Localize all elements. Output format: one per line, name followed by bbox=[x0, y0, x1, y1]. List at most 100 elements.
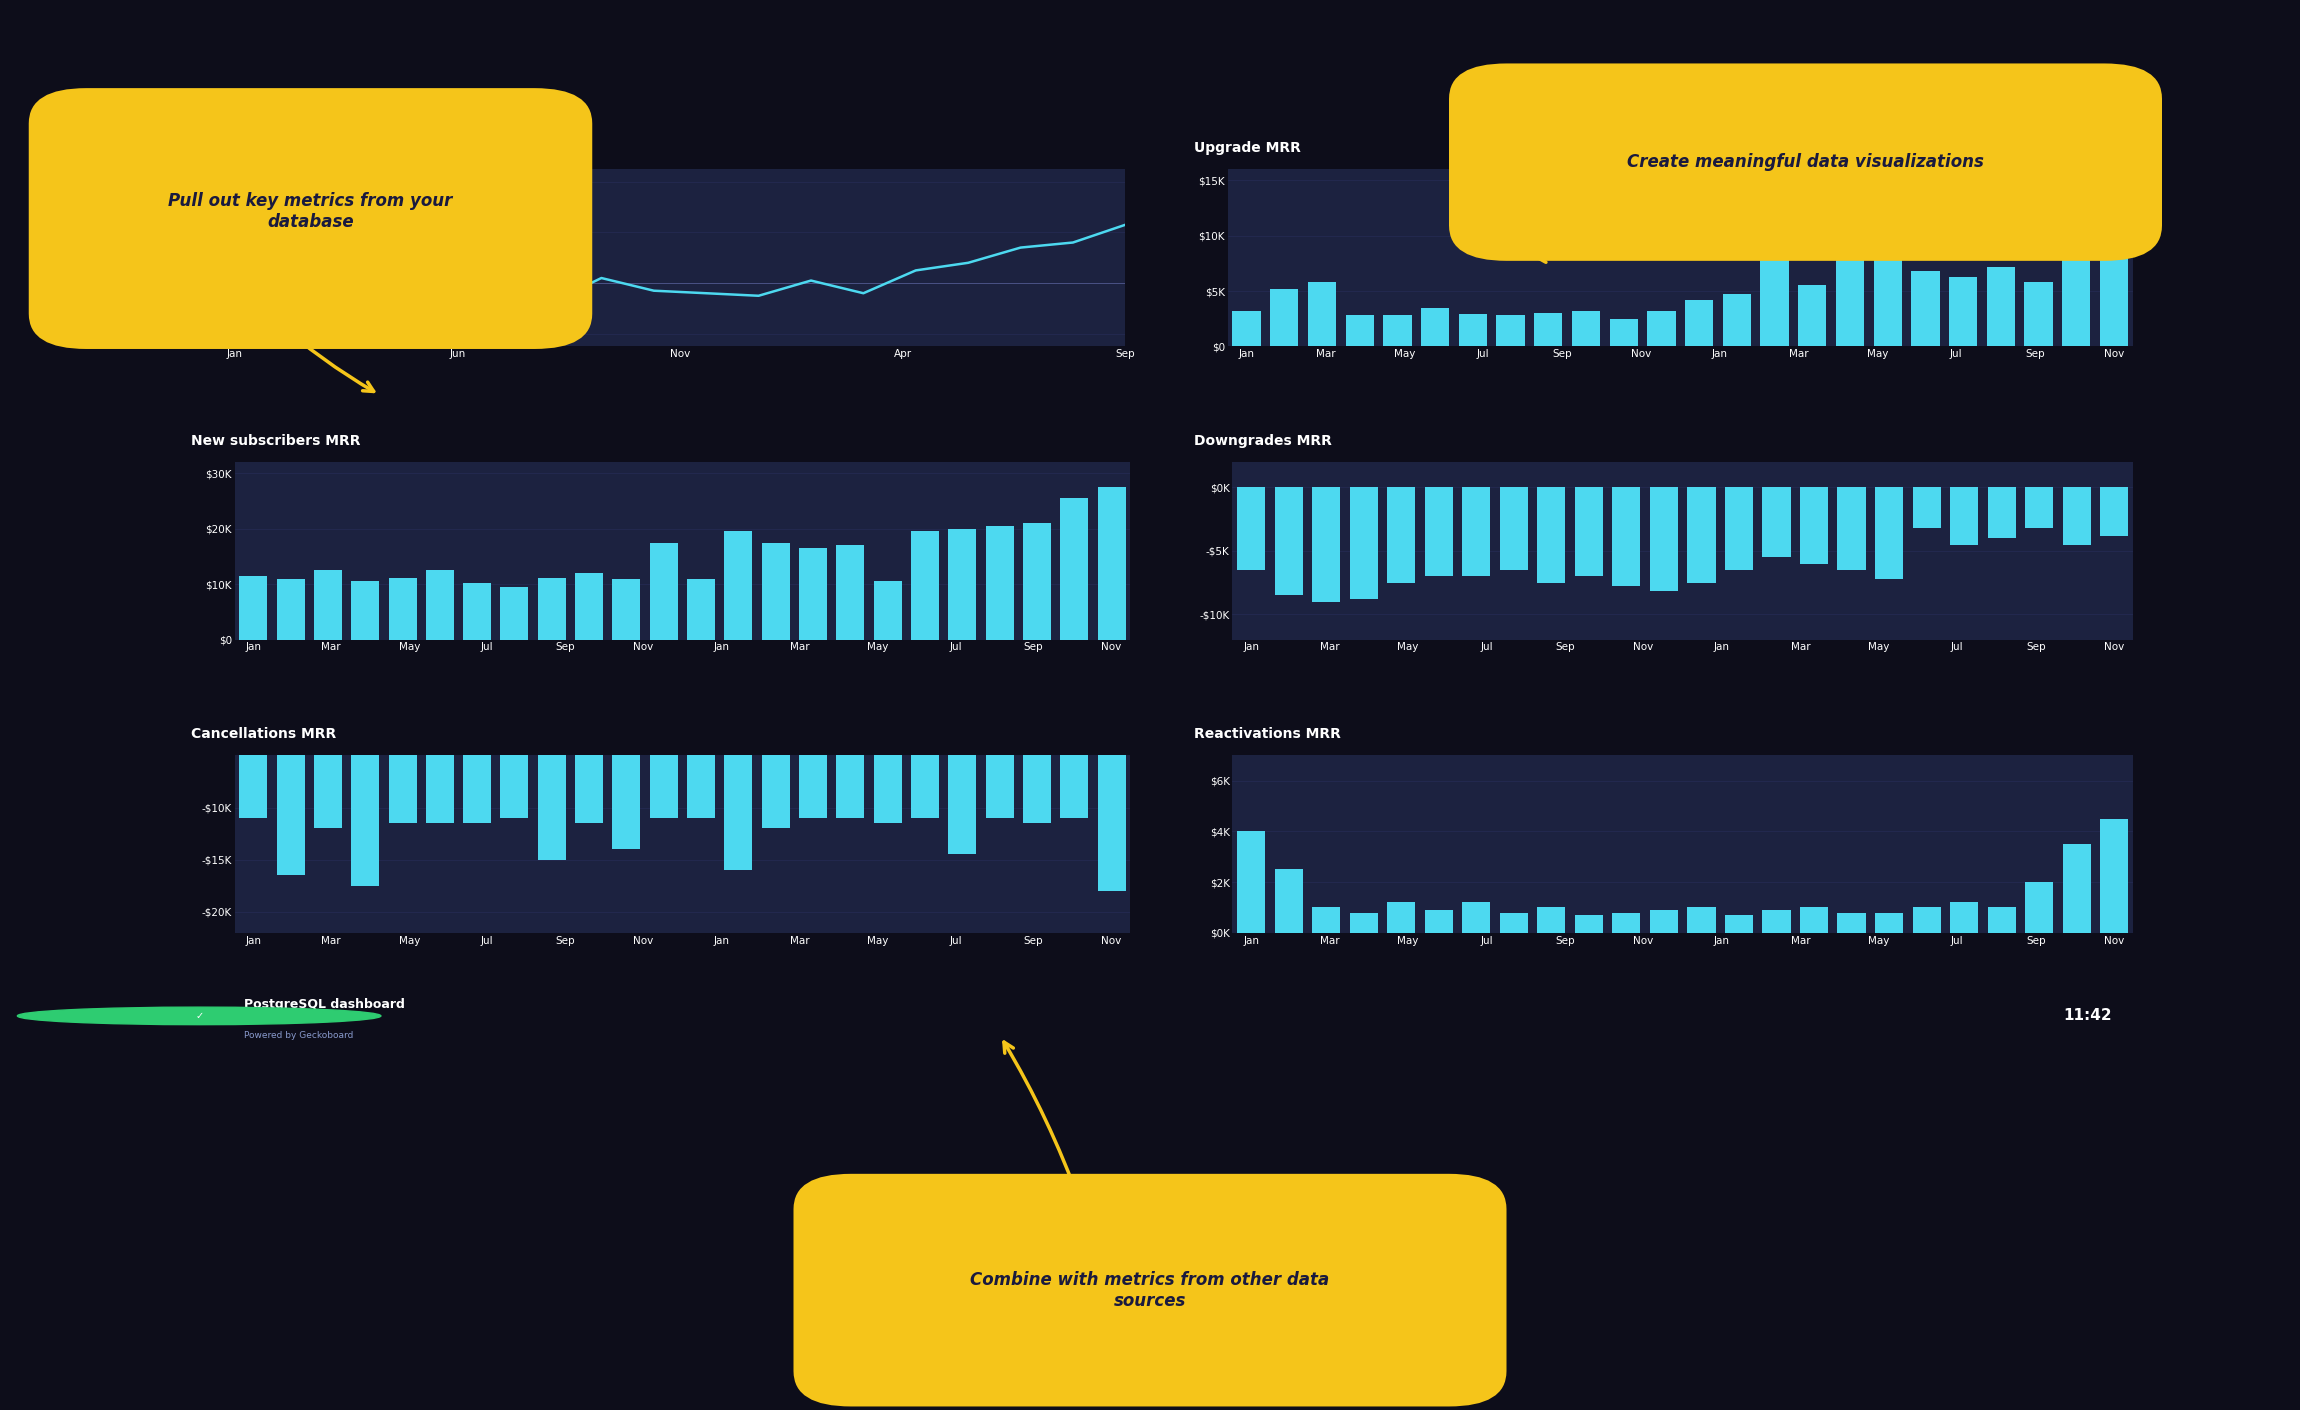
Bar bbox=[1458, 314, 1488, 347]
Bar bbox=[1948, 276, 1978, 347]
FancyBboxPatch shape bbox=[793, 1173, 1506, 1407]
Bar bbox=[1688, 488, 1716, 582]
Bar bbox=[1060, 704, 1088, 818]
Bar bbox=[1350, 488, 1378, 599]
Bar bbox=[1987, 908, 2015, 933]
Bar bbox=[1911, 271, 1939, 347]
Bar bbox=[2024, 488, 2054, 529]
Bar bbox=[987, 526, 1014, 640]
Bar bbox=[911, 704, 938, 818]
Bar bbox=[987, 704, 1014, 818]
Bar bbox=[1536, 908, 1566, 933]
FancyBboxPatch shape bbox=[30, 87, 593, 350]
Bar bbox=[612, 704, 639, 849]
Bar bbox=[1649, 488, 1679, 591]
Bar bbox=[1237, 488, 1265, 570]
Bar bbox=[688, 704, 715, 818]
Bar bbox=[1421, 307, 1449, 347]
Bar bbox=[1801, 908, 1828, 933]
Bar bbox=[1725, 488, 1753, 570]
Bar bbox=[389, 578, 416, 640]
Bar bbox=[352, 581, 380, 640]
Text: ✓: ✓ bbox=[196, 1011, 202, 1021]
FancyBboxPatch shape bbox=[1449, 63, 2162, 261]
Bar bbox=[1874, 488, 1902, 578]
Bar bbox=[1799, 285, 1826, 347]
Text: PostgreSQL dashboard: PostgreSQL dashboard bbox=[244, 998, 405, 1011]
Bar bbox=[1914, 908, 1941, 933]
Bar bbox=[1612, 912, 1640, 933]
Bar bbox=[313, 570, 343, 640]
Bar bbox=[1688, 908, 1716, 933]
Text: Create meaningful data visualizations: Create meaningful data visualizations bbox=[1626, 154, 1985, 171]
Bar bbox=[1350, 912, 1378, 933]
Bar bbox=[1571, 312, 1601, 347]
Bar bbox=[1097, 704, 1125, 891]
Bar bbox=[575, 572, 603, 640]
Bar bbox=[1536, 488, 1566, 582]
Bar bbox=[1463, 488, 1490, 577]
Bar bbox=[1838, 488, 1865, 570]
Bar bbox=[948, 529, 975, 640]
Bar bbox=[1024, 704, 1051, 823]
Bar bbox=[2063, 247, 2091, 347]
Bar bbox=[1723, 295, 1750, 347]
Bar bbox=[1647, 312, 1677, 347]
Bar bbox=[239, 704, 267, 818]
Bar bbox=[874, 581, 902, 640]
Bar bbox=[1500, 488, 1527, 570]
Bar bbox=[1309, 282, 1336, 347]
Bar bbox=[837, 546, 865, 640]
Text: Downgrades MRR: Downgrades MRR bbox=[1194, 434, 1332, 448]
Bar bbox=[1576, 915, 1603, 933]
Bar bbox=[313, 704, 343, 829]
Bar bbox=[2063, 488, 2091, 544]
Bar bbox=[276, 704, 304, 876]
Bar bbox=[575, 704, 603, 823]
Bar bbox=[1612, 488, 1640, 587]
Bar bbox=[1387, 488, 1414, 582]
Text: 11:42: 11:42 bbox=[2063, 1008, 2111, 1024]
Text: Reactivations MRR: Reactivations MRR bbox=[1194, 728, 1341, 742]
Bar bbox=[837, 704, 865, 818]
Bar bbox=[1649, 909, 1679, 933]
Bar bbox=[2100, 227, 2128, 347]
Bar bbox=[1725, 915, 1753, 933]
Bar bbox=[1060, 498, 1088, 640]
Bar bbox=[1237, 832, 1265, 933]
Bar bbox=[426, 704, 453, 823]
Bar bbox=[1233, 312, 1260, 347]
Bar bbox=[1382, 316, 1412, 347]
Bar bbox=[1987, 488, 2015, 539]
Bar bbox=[724, 704, 752, 870]
Text: Cancellations MRR: Cancellations MRR bbox=[191, 728, 336, 742]
Bar bbox=[389, 704, 416, 823]
Bar bbox=[462, 704, 492, 823]
Text: Pull out key metrics from your
database: Pull out key metrics from your database bbox=[168, 192, 453, 231]
Bar bbox=[2100, 488, 2128, 536]
Bar bbox=[2024, 883, 2054, 933]
Text: Net MRR change: Net MRR change bbox=[191, 141, 320, 155]
Bar bbox=[1760, 244, 1789, 347]
Bar bbox=[761, 704, 789, 829]
Bar bbox=[1610, 319, 1638, 347]
Bar bbox=[761, 543, 789, 640]
Bar bbox=[1024, 523, 1051, 640]
Bar bbox=[1274, 870, 1302, 933]
Bar bbox=[1987, 266, 2015, 347]
Bar bbox=[1534, 313, 1562, 347]
Bar bbox=[501, 587, 529, 640]
Bar bbox=[798, 548, 828, 640]
Bar bbox=[1387, 902, 1414, 933]
Bar bbox=[1801, 488, 1828, 564]
Bar bbox=[1874, 912, 1902, 933]
Bar bbox=[1346, 316, 1373, 347]
Text: Powered by Geckoboard: Powered by Geckoboard bbox=[244, 1031, 352, 1039]
Bar bbox=[1463, 902, 1490, 933]
Bar bbox=[1424, 909, 1454, 933]
Bar bbox=[1686, 300, 1714, 347]
Bar bbox=[276, 578, 304, 640]
Bar bbox=[462, 584, 492, 640]
Bar bbox=[538, 578, 566, 640]
Bar bbox=[1762, 488, 1792, 557]
